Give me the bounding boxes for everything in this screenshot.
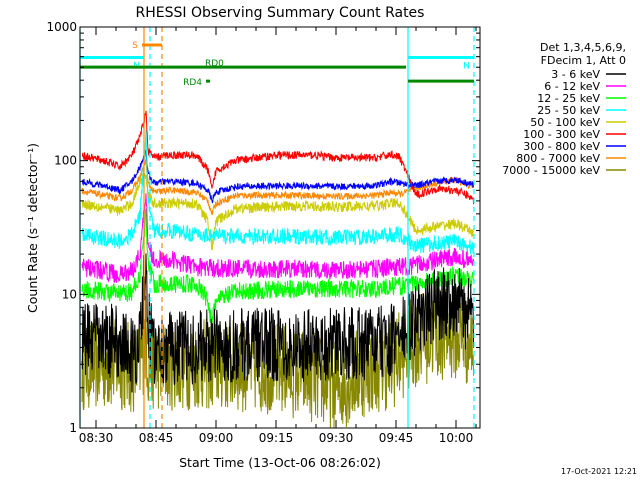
x-tick-label-3: 09:15 [259, 431, 294, 445]
legend-label-3: 25 - 50 keV [537, 104, 600, 117]
legend: Det 1,3,4,5,6,9, FDecim 1, Att 0 3 - 6 k… [502, 41, 626, 177]
y-tick-label-0: 1 [69, 421, 77, 435]
y-tick-label-2: 100 [54, 154, 77, 168]
x-tick-label-0: 08:30 [79, 431, 114, 445]
legend-label-6: 300 - 800 keV [523, 140, 600, 153]
legend-header-line-1: Det 1,3,4,5,6,9, [540, 41, 626, 54]
legend-label-0: 3 - 6 keV [551, 68, 600, 81]
x-tick-label-1: 08:45 [139, 431, 174, 445]
flag-label-3: RD0 [205, 59, 224, 69]
x-axis-label: Start Time (13-Oct-06 08:26:02) [179, 455, 381, 470]
timestamp-stamp: 17-Oct-2021 12:21 [561, 467, 637, 476]
y-axis-label: Count Rate (s⁻¹ detector⁻¹) [25, 143, 40, 313]
x-tick-label-2: 09:00 [199, 431, 234, 445]
x-tick-label-5: 09:45 [379, 431, 414, 445]
legend-label-1: 6 - 12 keV [544, 80, 600, 93]
flag-label-2: N [463, 61, 470, 71]
x-tick-label-4: 09:30 [319, 431, 354, 445]
y-tick-label-1: 10 [62, 287, 77, 301]
legend-label-8: 7000 - 15000 keV [502, 164, 600, 177]
legend-label-5: 100 - 300 keV [523, 128, 600, 141]
flag-label-0: S [132, 41, 138, 51]
y-tick-label-3: 1000 [46, 20, 77, 34]
legend-label-2: 12 - 25 keV [537, 92, 600, 105]
series-line-5 [81, 110, 475, 205]
plot-frame [79, 26, 481, 429]
series-group [81, 110, 475, 428]
legend-label-4: 50 - 100 keV [530, 116, 600, 129]
x-tick-label-6: 10:00 [439, 431, 474, 445]
legend-label-7: 800 - 7000 keV [516, 152, 600, 165]
chart-title: RHESSI Observing Summary Count Rates [136, 5, 425, 21]
legend-header-line-2: FDecim 1, Att 0 [541, 54, 626, 67]
flag-label-4: RD4 [183, 78, 202, 88]
